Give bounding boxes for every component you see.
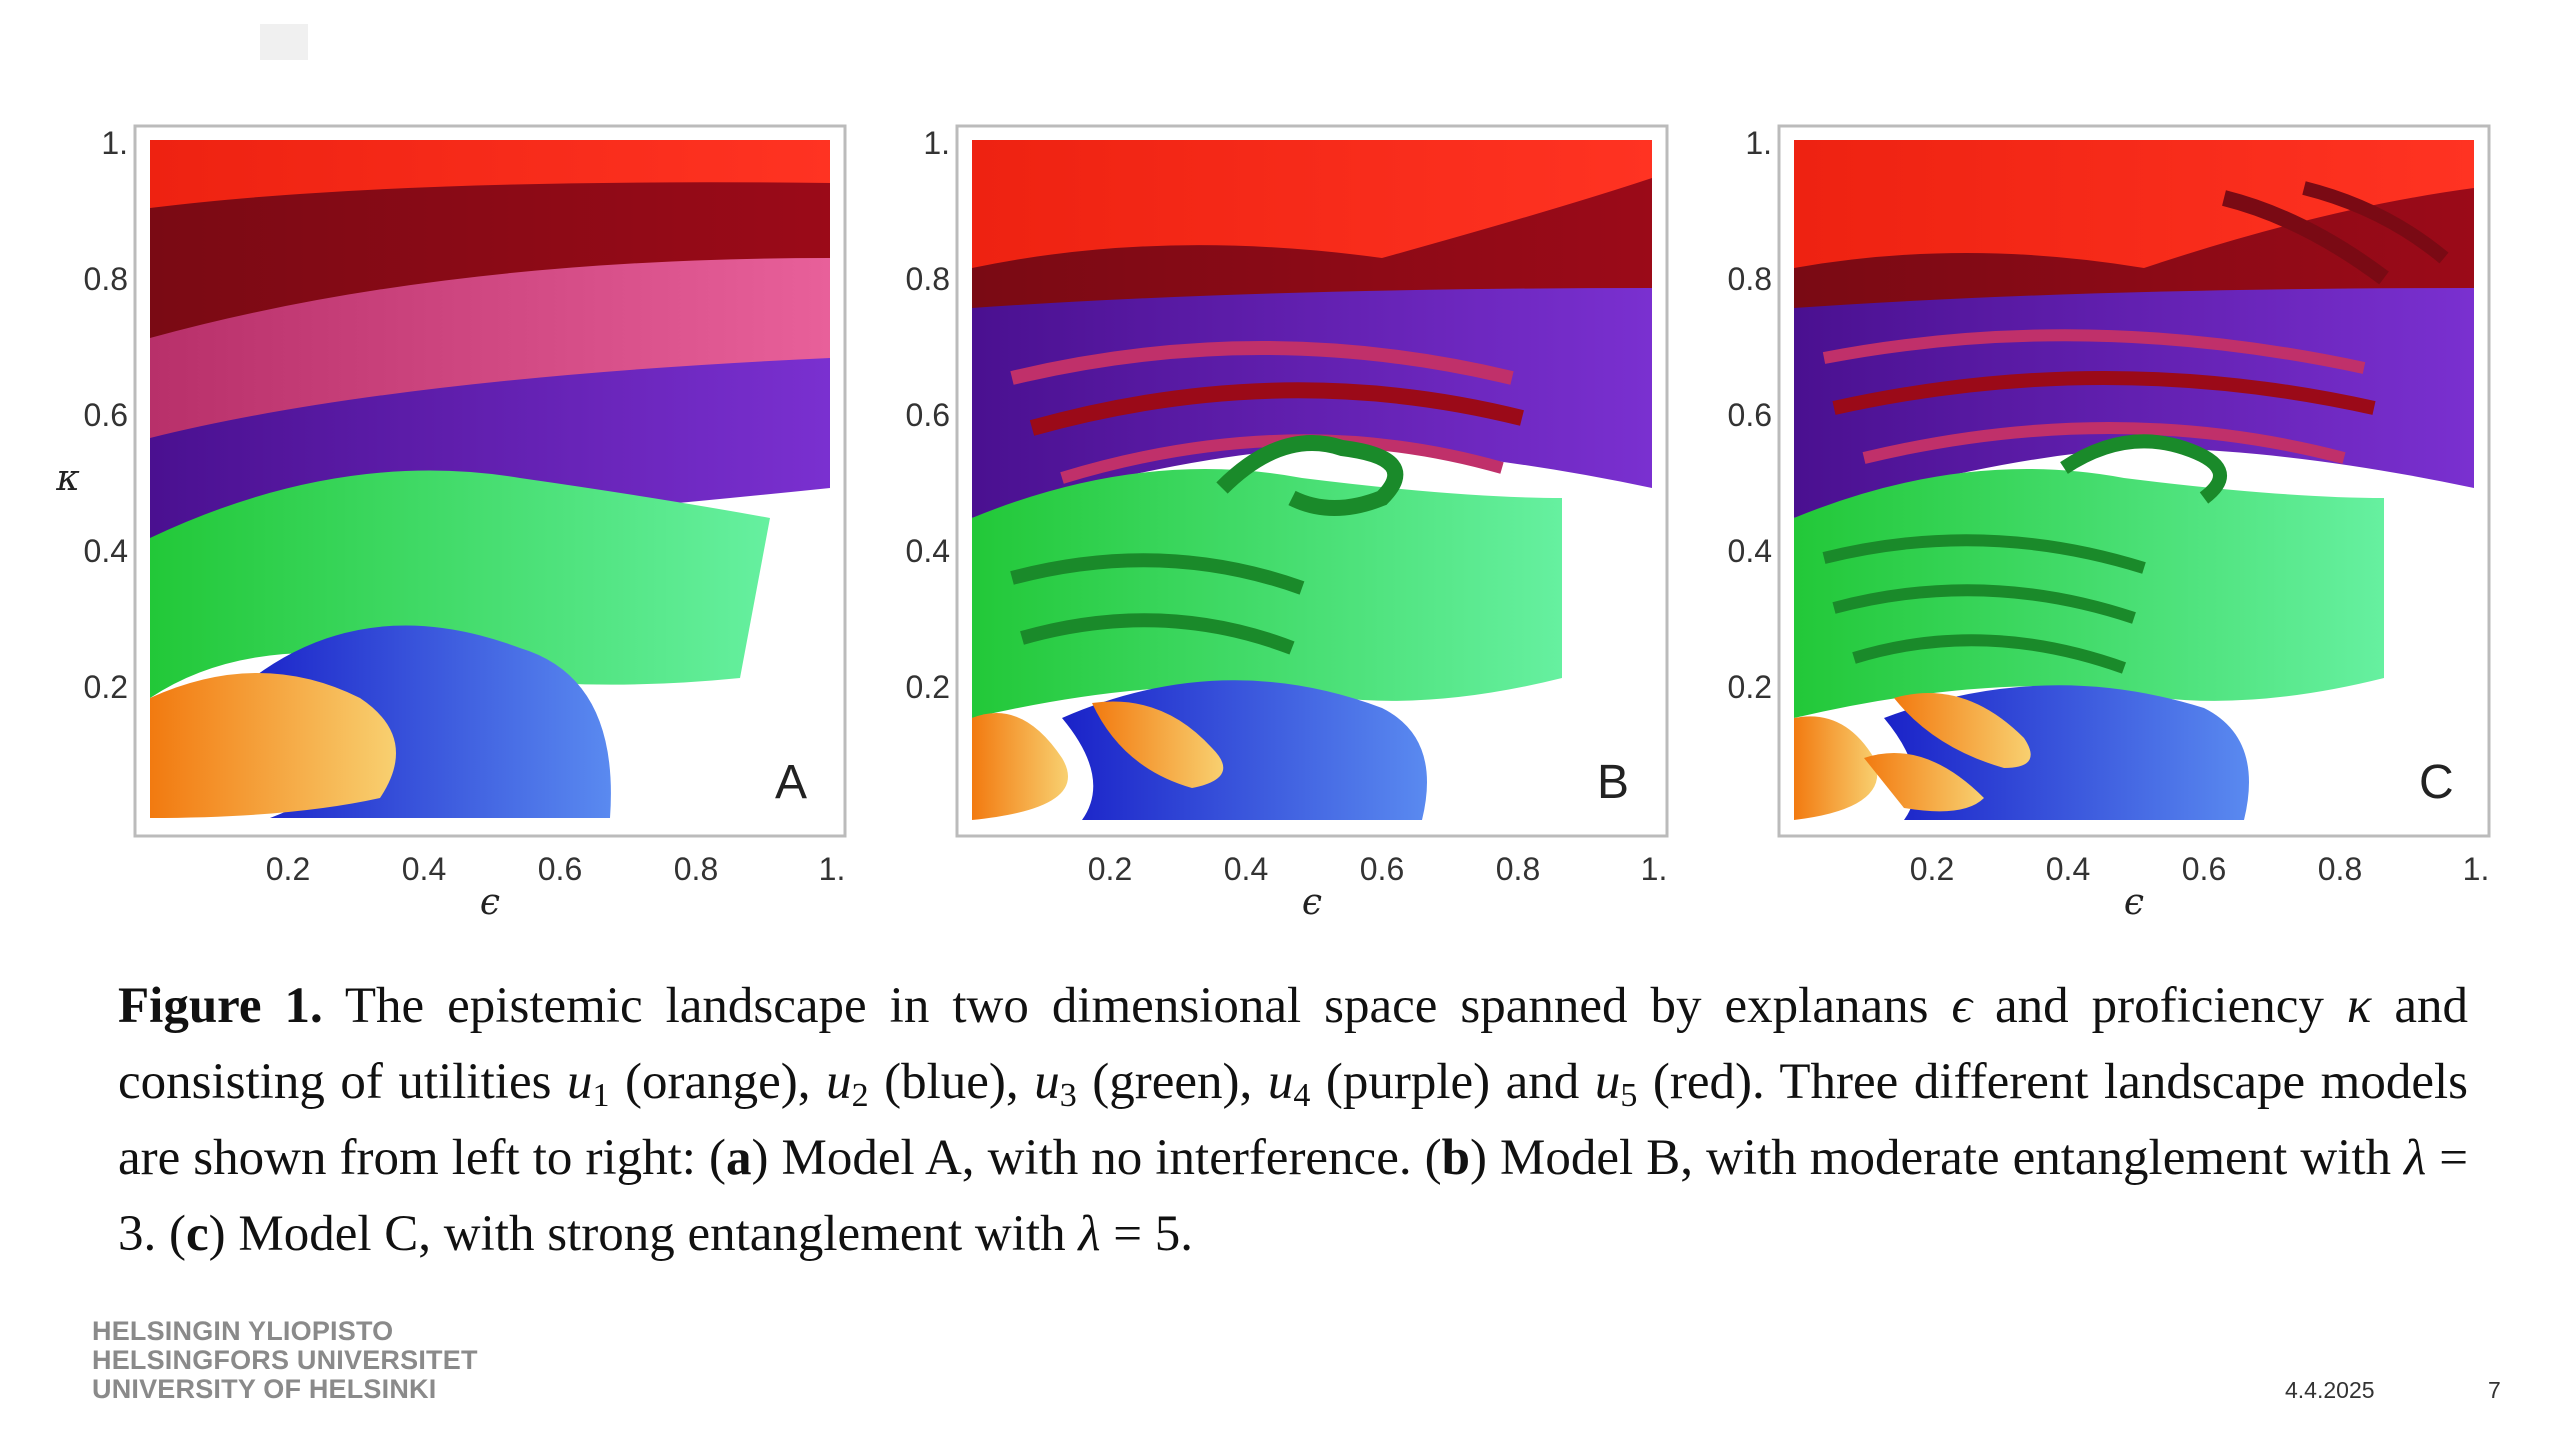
caption-bold: c <box>185 1206 209 1262</box>
caption-text: ) Model B, with moderate entanglement wi… <box>1470 1130 2405 1186</box>
university-logo: HELSINGIN YLIOPISTO HELSINGFORS UNIVERSI… <box>92 1317 478 1404</box>
x-ticks: 0.2 0.4 0.6 0.8 1. <box>1910 851 2490 887</box>
x-tick: 0.6 <box>2182 851 2226 887</box>
caption-text: (green), <box>1076 1054 1268 1110</box>
page-number: 7 <box>2488 1377 2501 1403</box>
y-ticks: 1. 0.8 0.6 0.4 0.2 <box>84 125 128 705</box>
math-u: u <box>1267 1054 1294 1110</box>
x-tick: 0.6 <box>538 851 582 887</box>
math-epsilon: ϵ <box>1951 978 1972 1034</box>
figure-panels: A 1. 0.8 0.6 0.4 0.2 0.2 0.4 0.6 0.8 1. … <box>40 118 2524 923</box>
math-u: u <box>826 1054 852 1110</box>
logo-line: UNIVERSITY OF HELSINKI <box>92 1374 437 1404</box>
x-tick: 0.8 <box>2318 851 2362 887</box>
y-tick: 0.2 <box>1728 669 1772 705</box>
frame <box>955 124 1669 838</box>
x-tick: 0.4 <box>2046 851 2090 887</box>
subscript: 5 <box>1620 1077 1638 1114</box>
x-tick: 0.2 <box>1910 851 1954 887</box>
caption-text: (blue), <box>868 1054 1035 1110</box>
caption-text: (red). Three different landscape models … <box>118 1054 2468 1186</box>
x-axis-label: ϵ <box>480 882 500 923</box>
caption-text: and consisting of utilities <box>118 978 2468 1110</box>
panel-letter: A <box>775 756 807 809</box>
panel-letter: C <box>2419 756 2454 809</box>
panel-b: B 1. 0.8 0.6 0.4 0.2 0.2 0.4 0.6 0.8 1. … <box>862 118 1702 923</box>
x-tick: 1. <box>819 851 846 887</box>
panel-a-plot: A 1. 0.8 0.6 0.4 0.2 0.2 0.4 0.6 0.8 1. … <box>55 124 847 923</box>
math-u: u <box>566 1054 593 1110</box>
subscript: 3 <box>1059 1077 1077 1114</box>
x-tick: 1. <box>1641 851 1668 887</box>
y-tick: 0.4 <box>906 533 950 569</box>
math-kappa: κ <box>2346 978 2372 1034</box>
frame <box>133 124 847 838</box>
y-ticks: 1. 0.8 0.6 0.4 0.2 <box>1728 125 1772 705</box>
y-tick: 0.2 <box>84 669 128 705</box>
caption-text: (purple) and <box>1310 1054 1595 1110</box>
slide-marker <box>260 24 308 60</box>
caption-text: = 5. <box>1100 1206 1193 1262</box>
y-tick: 0.2 <box>906 669 950 705</box>
y-tick: 1. <box>1745 125 1772 161</box>
caption-label: Figure 1. <box>118 978 323 1034</box>
y-tick: 1. <box>101 125 128 161</box>
panel-c-plot: C 1. 0.8 0.6 0.4 0.2 0.2 0.4 0.6 0.8 1. … <box>1728 124 2491 923</box>
caption-text: The epistemic landscape in two dimension… <box>322 978 1952 1034</box>
y-tick: 0.8 <box>84 261 128 297</box>
caption-bold: a <box>726 1130 752 1186</box>
subscript: 1 <box>592 1077 610 1114</box>
x-axis-label: ϵ <box>2124 882 2144 923</box>
caption-bold: b <box>1441 1130 1470 1186</box>
math-u: u <box>1034 1054 1060 1110</box>
caption-text: (orange), <box>609 1054 827 1110</box>
logo-line: HELSINGFORS UNIVERSITET <box>92 1345 478 1375</box>
x-ticks: 0.2 0.4 0.6 0.8 1. <box>266 851 846 887</box>
caption-text: and proficiency <box>1972 978 2347 1034</box>
logo-line: HELSINGIN YLIOPISTO <box>92 1316 394 1346</box>
subscript: 2 <box>851 1077 869 1114</box>
y-tick: 0.6 <box>1728 397 1772 433</box>
math-u: u <box>1594 1054 1621 1110</box>
panel-b-plot: B 1. 0.8 0.6 0.4 0.2 0.2 0.4 0.6 0.8 1. … <box>906 124 1669 923</box>
x-tick: 1. <box>2463 851 2490 887</box>
caption-text: = 3. ( <box>118 1130 2468 1262</box>
y-tick: 0.8 <box>906 261 950 297</box>
panel-c: C 1. 0.8 0.6 0.4 0.2 0.2 0.4 0.6 0.8 1. … <box>1684 118 2524 923</box>
y-tick: 0.6 <box>906 397 950 433</box>
y-tick: 0.6 <box>84 397 128 433</box>
figure-caption: Figure 1. The epistemic landscape in two… <box>118 968 2468 1272</box>
x-tick: 0.8 <box>1496 851 1540 887</box>
frame <box>1777 124 2491 838</box>
panel-letter: B <box>1597 756 1629 809</box>
x-tick: 0.4 <box>1224 851 1268 887</box>
slide-date: 4.4.2025 <box>2285 1377 2375 1403</box>
y-axis-label: κ <box>55 458 80 499</box>
x-tick: 0.2 <box>266 851 310 887</box>
math-lambda: λ <box>1078 1206 1101 1262</box>
subscript: 4 <box>1293 1077 1311 1114</box>
caption-text: ) Model C, with strong entanglement with <box>208 1206 1079 1262</box>
x-ticks: 0.2 0.4 0.6 0.8 1. <box>1088 851 1668 887</box>
y-tick: 0.4 <box>1728 533 1772 569</box>
y-tick: 1. <box>923 125 950 161</box>
x-tick: 0.4 <box>402 851 446 887</box>
panel-a: A 1. 0.8 0.6 0.4 0.2 0.2 0.4 0.6 0.8 1. … <box>40 118 880 923</box>
math-lambda: λ <box>2404 1130 2427 1186</box>
y-tick: 0.8 <box>1728 261 1772 297</box>
y-tick: 0.4 <box>84 533 128 569</box>
y-ticks: 1. 0.8 0.6 0.4 0.2 <box>906 125 950 705</box>
x-tick: 0.2 <box>1088 851 1132 887</box>
caption-text: ) Model A, with no interference. ( <box>751 1130 1442 1186</box>
x-tick: 0.6 <box>1360 851 1404 887</box>
x-tick: 0.8 <box>674 851 718 887</box>
x-axis-label: ϵ <box>1302 882 1322 923</box>
